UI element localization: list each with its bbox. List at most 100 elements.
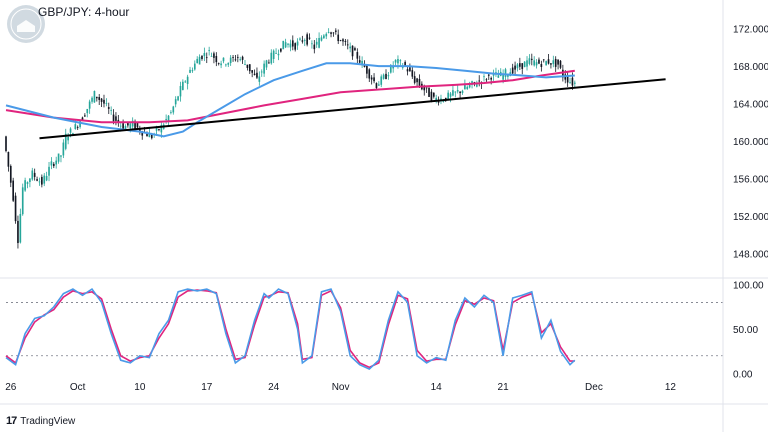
candle-body	[107, 107, 110, 109]
candle-body	[158, 129, 160, 131]
candle-body	[320, 37, 323, 41]
candle-body	[552, 60, 555, 65]
candle-body	[251, 70, 254, 73]
candle-body	[165, 118, 167, 120]
candle-body	[84, 115, 86, 117]
candle-body	[55, 160, 58, 165]
candle-body	[289, 43, 292, 48]
candle-body	[5, 136, 7, 152]
candle-body	[409, 67, 411, 72]
candle-body	[115, 116, 117, 121]
candle-body	[131, 120, 134, 127]
candle-body	[36, 179, 38, 181]
stochastic-k-line	[5, 288, 576, 371]
candle-body	[222, 57, 225, 62]
candle-body	[17, 220, 19, 244]
candle-body	[205, 57, 208, 59]
candle-body	[566, 75, 569, 83]
candle-body	[95, 96, 98, 99]
candle-body	[33, 172, 36, 177]
candle-body	[64, 133, 67, 149]
candle-body	[239, 59, 242, 61]
candle-body	[215, 55, 218, 63]
candle-body	[535, 62, 538, 66]
candle-body	[72, 133, 74, 135]
candle-body	[530, 58, 533, 60]
candle-body	[172, 106, 175, 113]
candle-body	[430, 91, 433, 101]
candle-body	[456, 90, 459, 92]
candle-body	[528, 58, 531, 64]
candle-body	[308, 37, 311, 39]
brand-name: TradingView	[20, 415, 76, 427]
candle-body	[485, 79, 488, 81]
time-tick-label: 26	[5, 382, 17, 393]
candle-body	[150, 134, 153, 139]
candle-body	[270, 52, 273, 64]
moving-average-slow-line	[5, 69, 575, 124]
candle-body	[60, 155, 62, 157]
trendline[interactable]	[39, 78, 666, 140]
candle-body	[459, 91, 461, 94]
candle-body	[526, 60, 528, 67]
candle-body	[504, 69, 507, 77]
candle-body	[301, 40, 304, 42]
chart-title: GBP/JPY: 4-hour	[38, 5, 130, 19]
candle-body	[330, 32, 332, 34]
candle-body	[449, 93, 452, 97]
candle-body	[14, 195, 17, 222]
candle-body	[432, 92, 435, 97]
candle-body	[41, 176, 43, 185]
time-tick-label: Nov	[332, 382, 350, 393]
candle-body	[263, 63, 265, 74]
candle-body	[337, 34, 340, 42]
candle-body	[435, 97, 438, 101]
footer-brand[interactable]: 17 TradingView	[6, 415, 75, 427]
candle-body	[562, 69, 564, 78]
candle-body	[461, 90, 464, 94]
candle-body	[315, 41, 318, 45]
candle-body	[45, 175, 48, 181]
candle-body	[378, 84, 380, 86]
candle-body	[57, 153, 60, 162]
candle-body	[351, 45, 354, 57]
price-tick-label: 160.000	[733, 137, 768, 148]
candle-body	[291, 40, 294, 47]
moving-average-fast-line	[5, 62, 575, 138]
candle-body	[559, 60, 562, 68]
candle-body	[236, 56, 239, 58]
candle-body	[550, 63, 552, 65]
candle-body	[299, 38, 301, 40]
price-tick-label: 168.000	[733, 62, 768, 73]
candle-body	[573, 82, 576, 84]
candle-body	[86, 108, 89, 114]
candle-body	[519, 63, 521, 67]
candle-body	[423, 87, 426, 91]
stochastic-d-line	[5, 289, 575, 369]
candle-body	[368, 69, 371, 79]
candle-body	[327, 32, 330, 33]
candle-body	[220, 63, 222, 66]
candle-body	[358, 60, 361, 63]
candle-body	[167, 115, 170, 122]
candle-body	[373, 77, 375, 82]
candle-body	[196, 58, 199, 64]
candle-body	[495, 72, 497, 74]
time-tick-label: 17	[201, 382, 213, 393]
candle-body	[62, 142, 65, 156]
candle-body	[303, 40, 306, 41]
candle-body	[514, 65, 516, 70]
candle-body	[516, 64, 519, 69]
candle-body	[182, 81, 184, 90]
price-tick-label: 156.000	[733, 174, 768, 185]
candle-body	[19, 213, 22, 243]
candle-body	[385, 73, 387, 80]
candle-body	[452, 90, 454, 96]
candle-body	[229, 57, 232, 64]
candle-body	[12, 180, 15, 201]
candle-body	[397, 59, 399, 64]
candle-body	[344, 40, 347, 42]
candle-body	[258, 76, 261, 82]
candle-body	[50, 161, 53, 166]
